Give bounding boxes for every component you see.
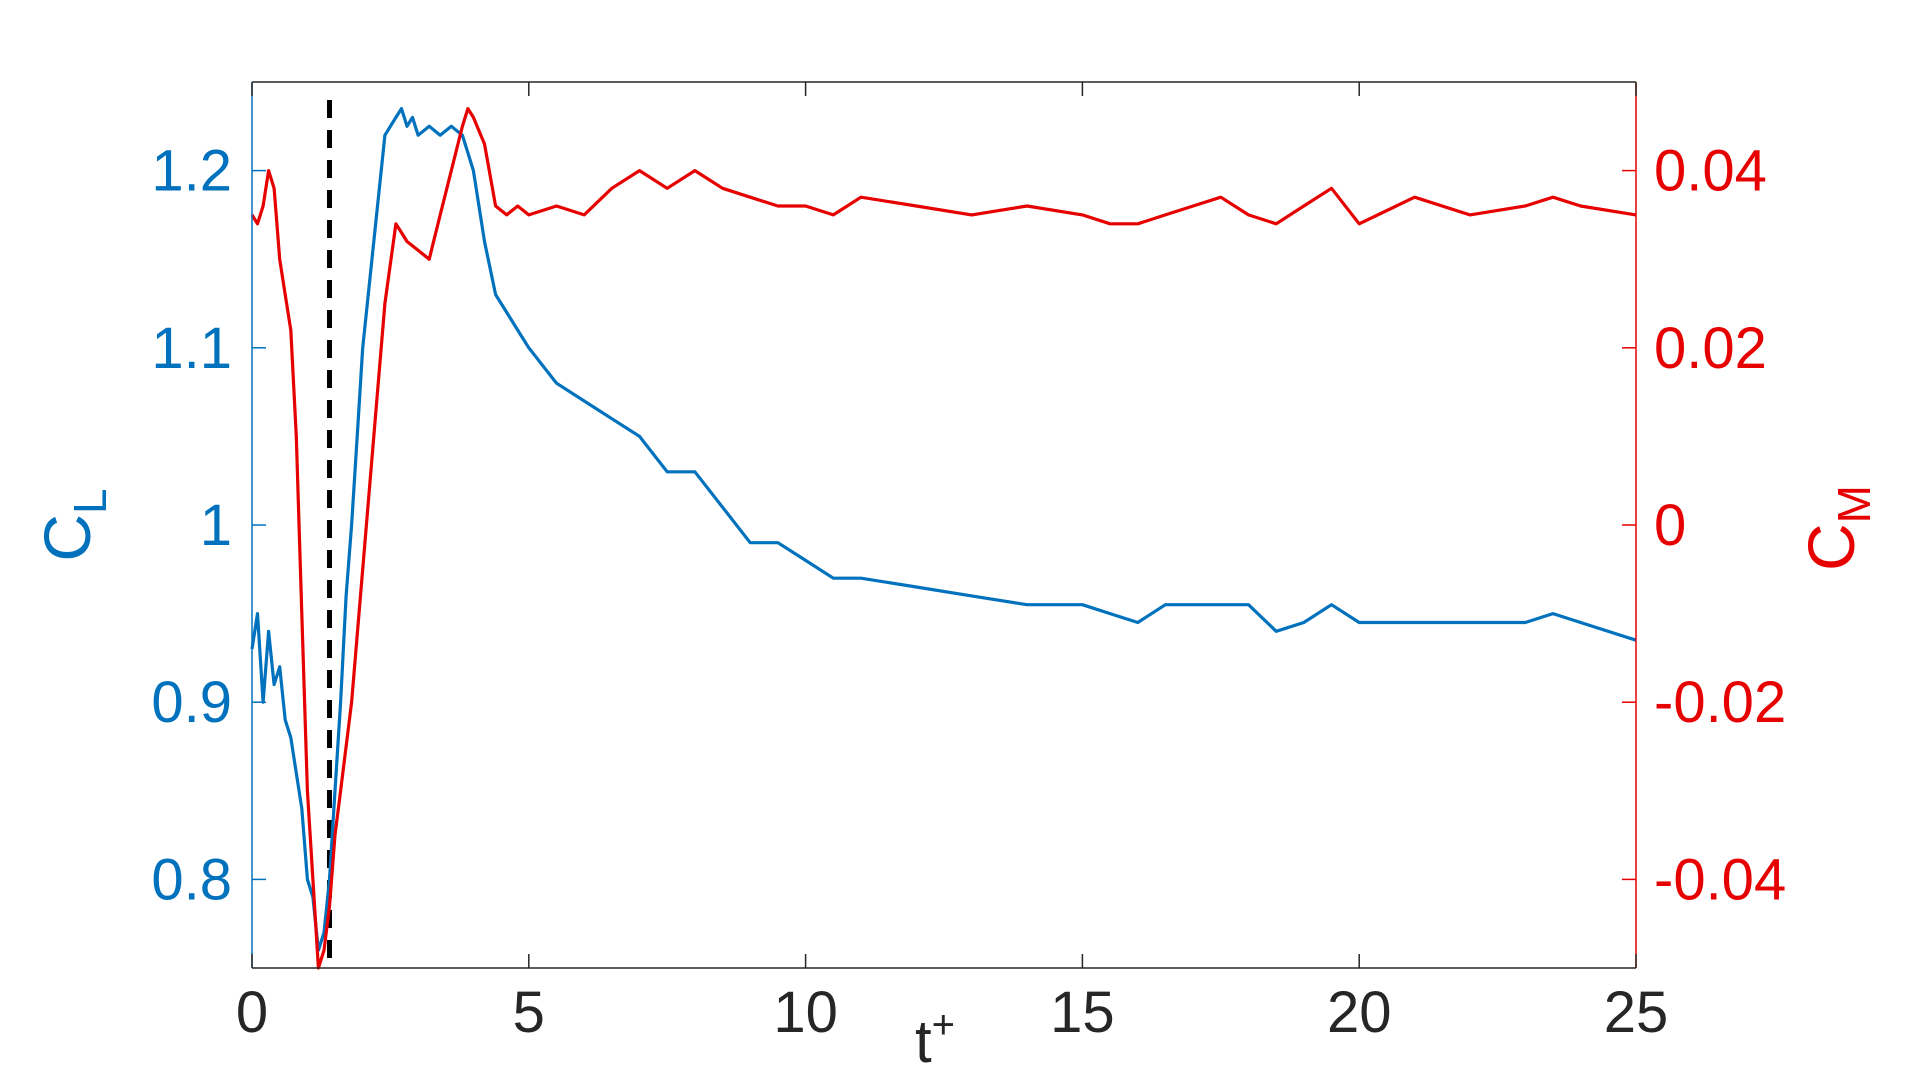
axes-layer [251,81,1637,969]
y-right-tick-label: -0.04 [1654,847,1786,912]
y-left-tick-label: 0.9 [151,670,232,735]
y-right-axis-label: CM [1794,485,1880,571]
y-right-tick-label: 0.04 [1654,139,1767,204]
labels-layer: 0 5 10 15 20 25 0.8 0.9 1 1.1 1.2 -0.04 -0.02 0 0.02 0.… [30,139,1880,1075]
x-tick-label: 15 [1050,980,1115,1045]
y-left-tick-label: 1.1 [151,316,232,381]
y-left-axis-label: CL [30,488,116,561]
y-left-tick-label: 0.8 [151,847,232,912]
x-axis-label: t+ [915,1003,955,1075]
y-right-tick-label: 0 [1654,493,1686,558]
y-right-tick-label: -0.02 [1654,670,1786,735]
x-tick-label: 5 [513,980,545,1045]
y-left-tick-label: 1.2 [151,139,232,204]
y-left-tick-label: 1 [200,493,232,558]
y-right-tick-label: 0.02 [1654,316,1767,381]
x-tick-label: 20 [1327,980,1392,1045]
x-tick-label: 10 [773,980,838,1045]
x-tick-label: 0 [236,980,268,1045]
cm-line [250,106,1637,970]
series-layer [250,106,1637,970]
x-tick-label: 25 [1604,980,1669,1045]
